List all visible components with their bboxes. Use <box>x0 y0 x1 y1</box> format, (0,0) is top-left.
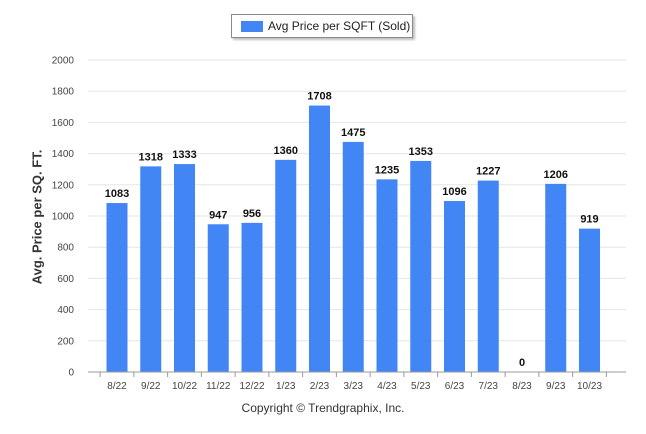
y-tick-label: 1600 <box>52 118 75 129</box>
copyright-text: Copyright © Trendgraphix, Inc. <box>241 401 405 415</box>
y-axis-title: Avg. Price per SQ. FT. <box>29 149 45 285</box>
y-tick-label: 0 <box>68 368 74 379</box>
x-tick-label: 6/23 <box>445 381 465 392</box>
bar <box>477 180 499 372</box>
legend-label: Avg Price per SQFT (Sold) <box>268 19 411 33</box>
x-tick-label: 10/22 <box>172 381 197 392</box>
data-label: 947 <box>209 209 227 221</box>
data-labels: 1083 1318 1333 947 956 1360 1708 1475 1235 1353 10… <box>105 91 599 369</box>
x-tick-label: 1/23 <box>276 381 296 392</box>
x-tick-label: 11/22 <box>206 381 231 392</box>
data-label: 1083 <box>105 188 129 200</box>
bar <box>545 183 567 372</box>
legend-swatch <box>241 20 263 32</box>
x-tick-label: 5/23 <box>411 381 431 392</box>
bar <box>140 166 162 372</box>
data-label: 1333 <box>172 149 196 161</box>
x-tick-label: 7/23 <box>479 381 499 392</box>
data-label: 1235 <box>375 164 399 176</box>
data-label: 1475 <box>341 127 365 139</box>
y-tick-label: 800 <box>57 243 74 254</box>
y-tick-label: 1400 <box>52 149 75 160</box>
bar <box>309 105 330 372</box>
bar <box>579 228 600 372</box>
bar <box>241 222 263 372</box>
y-tick-label: 1000 <box>52 212 75 223</box>
data-label: 1353 <box>409 146 433 158</box>
x-tick-label: 2/23 <box>310 381 330 392</box>
data-label: 0 <box>519 357 525 369</box>
data-label: 1318 <box>139 151 163 163</box>
bar <box>106 203 128 372</box>
y-tick-label: 1200 <box>52 180 75 191</box>
bar <box>444 201 465 372</box>
bar <box>207 224 229 372</box>
data-label: 1227 <box>476 166 500 178</box>
data-label: 1206 <box>544 169 568 181</box>
data-label: 1360 <box>274 145 298 157</box>
data-label: 1096 <box>442 186 466 198</box>
bar <box>275 159 297 372</box>
x-tick-label: 10/23 <box>577 381 602 392</box>
bar <box>342 141 364 372</box>
data-label: 919 <box>580 214 598 226</box>
x-axis-ticks: 8/22 9/22 10/22 11/22 12/22 1/23 2/23 3/23 4/23 5… <box>99 372 607 392</box>
legend: Avg Price per SQFT (Sold) <box>231 14 413 38</box>
x-tick-label: 4/23 <box>377 381 397 392</box>
y-tick-label: 2000 <box>52 56 75 67</box>
bar <box>174 164 195 372</box>
x-tick-label: 3/23 <box>344 381 364 392</box>
x-tick-label: 8/23 <box>512 381 532 392</box>
y-tick-label: 200 <box>57 336 74 347</box>
bar <box>410 160 432 372</box>
bar <box>376 179 398 372</box>
x-tick-label: 12/22 <box>239 381 264 392</box>
data-label: 956 <box>243 208 261 220</box>
x-tick-label: 9/23 <box>546 381 566 392</box>
y-tick-label: 1800 <box>52 87 75 98</box>
x-tick-label: 9/22 <box>141 381 161 392</box>
bars <box>106 105 600 372</box>
y-axis-ticks: 0 200 400 600 800 1000 1200 1400 1600 1800 2000 <box>52 56 75 379</box>
y-tick-label: 600 <box>57 274 74 285</box>
x-tick-label: 8/22 <box>107 381 127 392</box>
data-label: 1708 <box>307 91 331 103</box>
y-tick-label: 400 <box>57 305 74 316</box>
